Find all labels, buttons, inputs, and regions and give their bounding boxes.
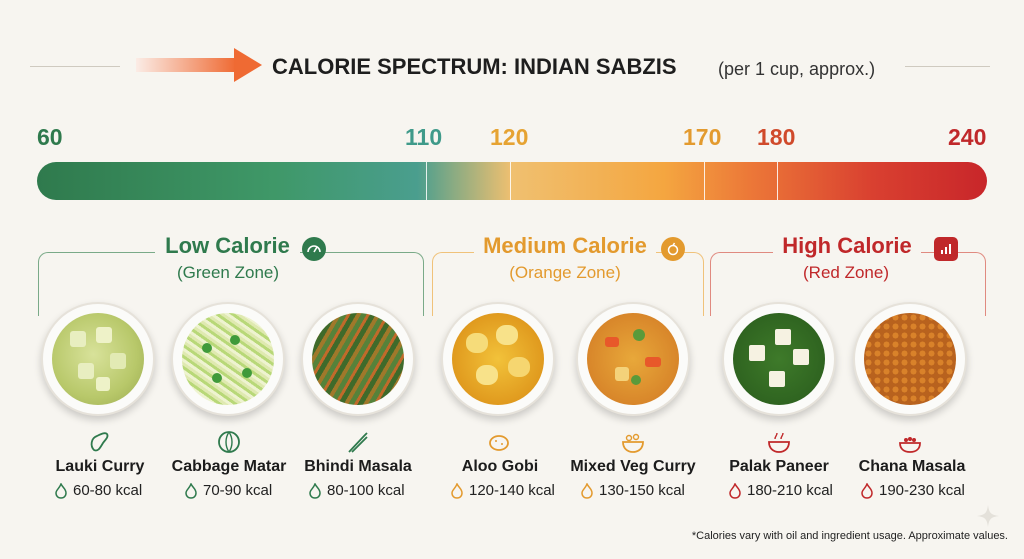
scale-tick-110: 110 <box>405 124 443 150</box>
flame-icon <box>729 482 741 499</box>
flame-icon <box>55 482 67 499</box>
chana-masala-bowl <box>853 302 967 416</box>
aloo-gobi-bowl <box>441 302 555 416</box>
calorie-spectrum-bar <box>37 162 987 200</box>
palak-paneer-bowl <box>722 302 836 416</box>
bar-divider-110 <box>426 162 427 200</box>
gauge-icon <box>302 237 326 261</box>
medium-zone-subtitle: (Orange Zone) <box>509 263 621 282</box>
gourd-icon <box>90 432 109 452</box>
flame-icon <box>581 482 593 499</box>
page-title: CALORIE SPECTRUM: INDIAN SABZIS <box>272 54 677 79</box>
flame-icon <box>309 482 321 499</box>
kcal-value: 80-100 kcal <box>327 482 405 499</box>
kcal-aloo-gobi: 120-140 kcal <box>450 482 555 499</box>
bar-divider-120 <box>510 162 511 200</box>
high-zone-subtitle: (Red Zone) <box>803 263 889 282</box>
scale-tick-240: 240 <box>948 124 987 150</box>
high-zone-frame <box>710 252 986 316</box>
cabbage-icon <box>218 431 240 453</box>
kcal-cabbage-matar: 70-90 kcal <box>184 482 272 499</box>
dish-name-aloo-gobi: Aloo Gobi <box>461 458 539 475</box>
flame-icon <box>185 482 197 499</box>
bar-chart-icon <box>934 237 958 261</box>
potato-icon <box>489 435 509 451</box>
bar-divider-180 <box>777 162 778 200</box>
bowl-icon <box>768 432 790 453</box>
scale-tick-180: 180 <box>757 124 796 150</box>
kcal-value: 130-150 kcal <box>599 482 685 499</box>
mixed-veg-curry-bowl <box>576 302 690 416</box>
header-rule-left <box>30 66 120 67</box>
kcal-value: 60-80 kcal <box>73 482 143 499</box>
low-zone-title: Low Calorie <box>155 233 300 259</box>
medium-zone-frame <box>432 252 704 316</box>
okra-icon <box>348 432 368 453</box>
scale-tick-60: 60 <box>37 124 63 150</box>
low-zone-subtitle: (Green Zone) <box>176 263 280 282</box>
kcal-bhindi-masala: 80-100 kcal <box>308 482 405 499</box>
dish-name-chana-masala: Chana Masala <box>858 458 966 475</box>
cabbage-matar-bowl <box>171 302 285 416</box>
flame-icon <box>861 482 873 499</box>
dish-name-mixed-veg-curry: Mixed Veg Curry <box>570 458 696 475</box>
apple-icon <box>661 237 685 261</box>
kcal-chana-masala: 190-230 kcal <box>860 482 965 499</box>
kcal-value: 120-140 kcal <box>469 482 555 499</box>
page-subtitle: (per 1 cup, approx.) <box>718 59 876 79</box>
scale-tick-170: 170 <box>683 124 722 150</box>
veg-bowl-icon <box>622 433 644 453</box>
kcal-value: 190-230 kcal <box>879 482 965 499</box>
dish-name-lauki-curry: Lauki Curry <box>55 458 145 475</box>
dish-name-cabbage-matar: Cabbage Matar <box>171 458 287 475</box>
kcal-palak-paneer: 180-210 kcal <box>728 482 833 499</box>
high-zone-title: High Calorie <box>773 233 921 259</box>
flame-icon <box>451 482 463 499</box>
dish-name-bhindi-masala: Bhindi Masala <box>304 458 412 475</box>
footnote: *Calories vary with oil and ingredient u… <box>691 530 1008 542</box>
lauki-curry-bowl <box>41 302 155 416</box>
kcal-mixed-veg-curry: 130-150 kcal <box>580 482 685 499</box>
header-rule-right <box>905 66 990 67</box>
scale-tick-120: 120 <box>490 124 529 150</box>
bhindi-masala-bowl <box>301 302 415 416</box>
bar-divider-170 <box>704 162 705 200</box>
dish-name-palak-paneer: Palak Paneer <box>729 458 829 475</box>
chickpea-bowl-icon <box>899 437 921 453</box>
arrow-right-icon <box>136 48 262 82</box>
sparkle-icon <box>977 505 999 527</box>
kcal-lauki-curry: 60-80 kcal <box>54 482 142 499</box>
medium-zone-title: Medium Calorie <box>474 233 656 259</box>
kcal-value: 70-90 kcal <box>203 482 273 499</box>
kcal-value: 180-210 kcal <box>747 482 833 499</box>
